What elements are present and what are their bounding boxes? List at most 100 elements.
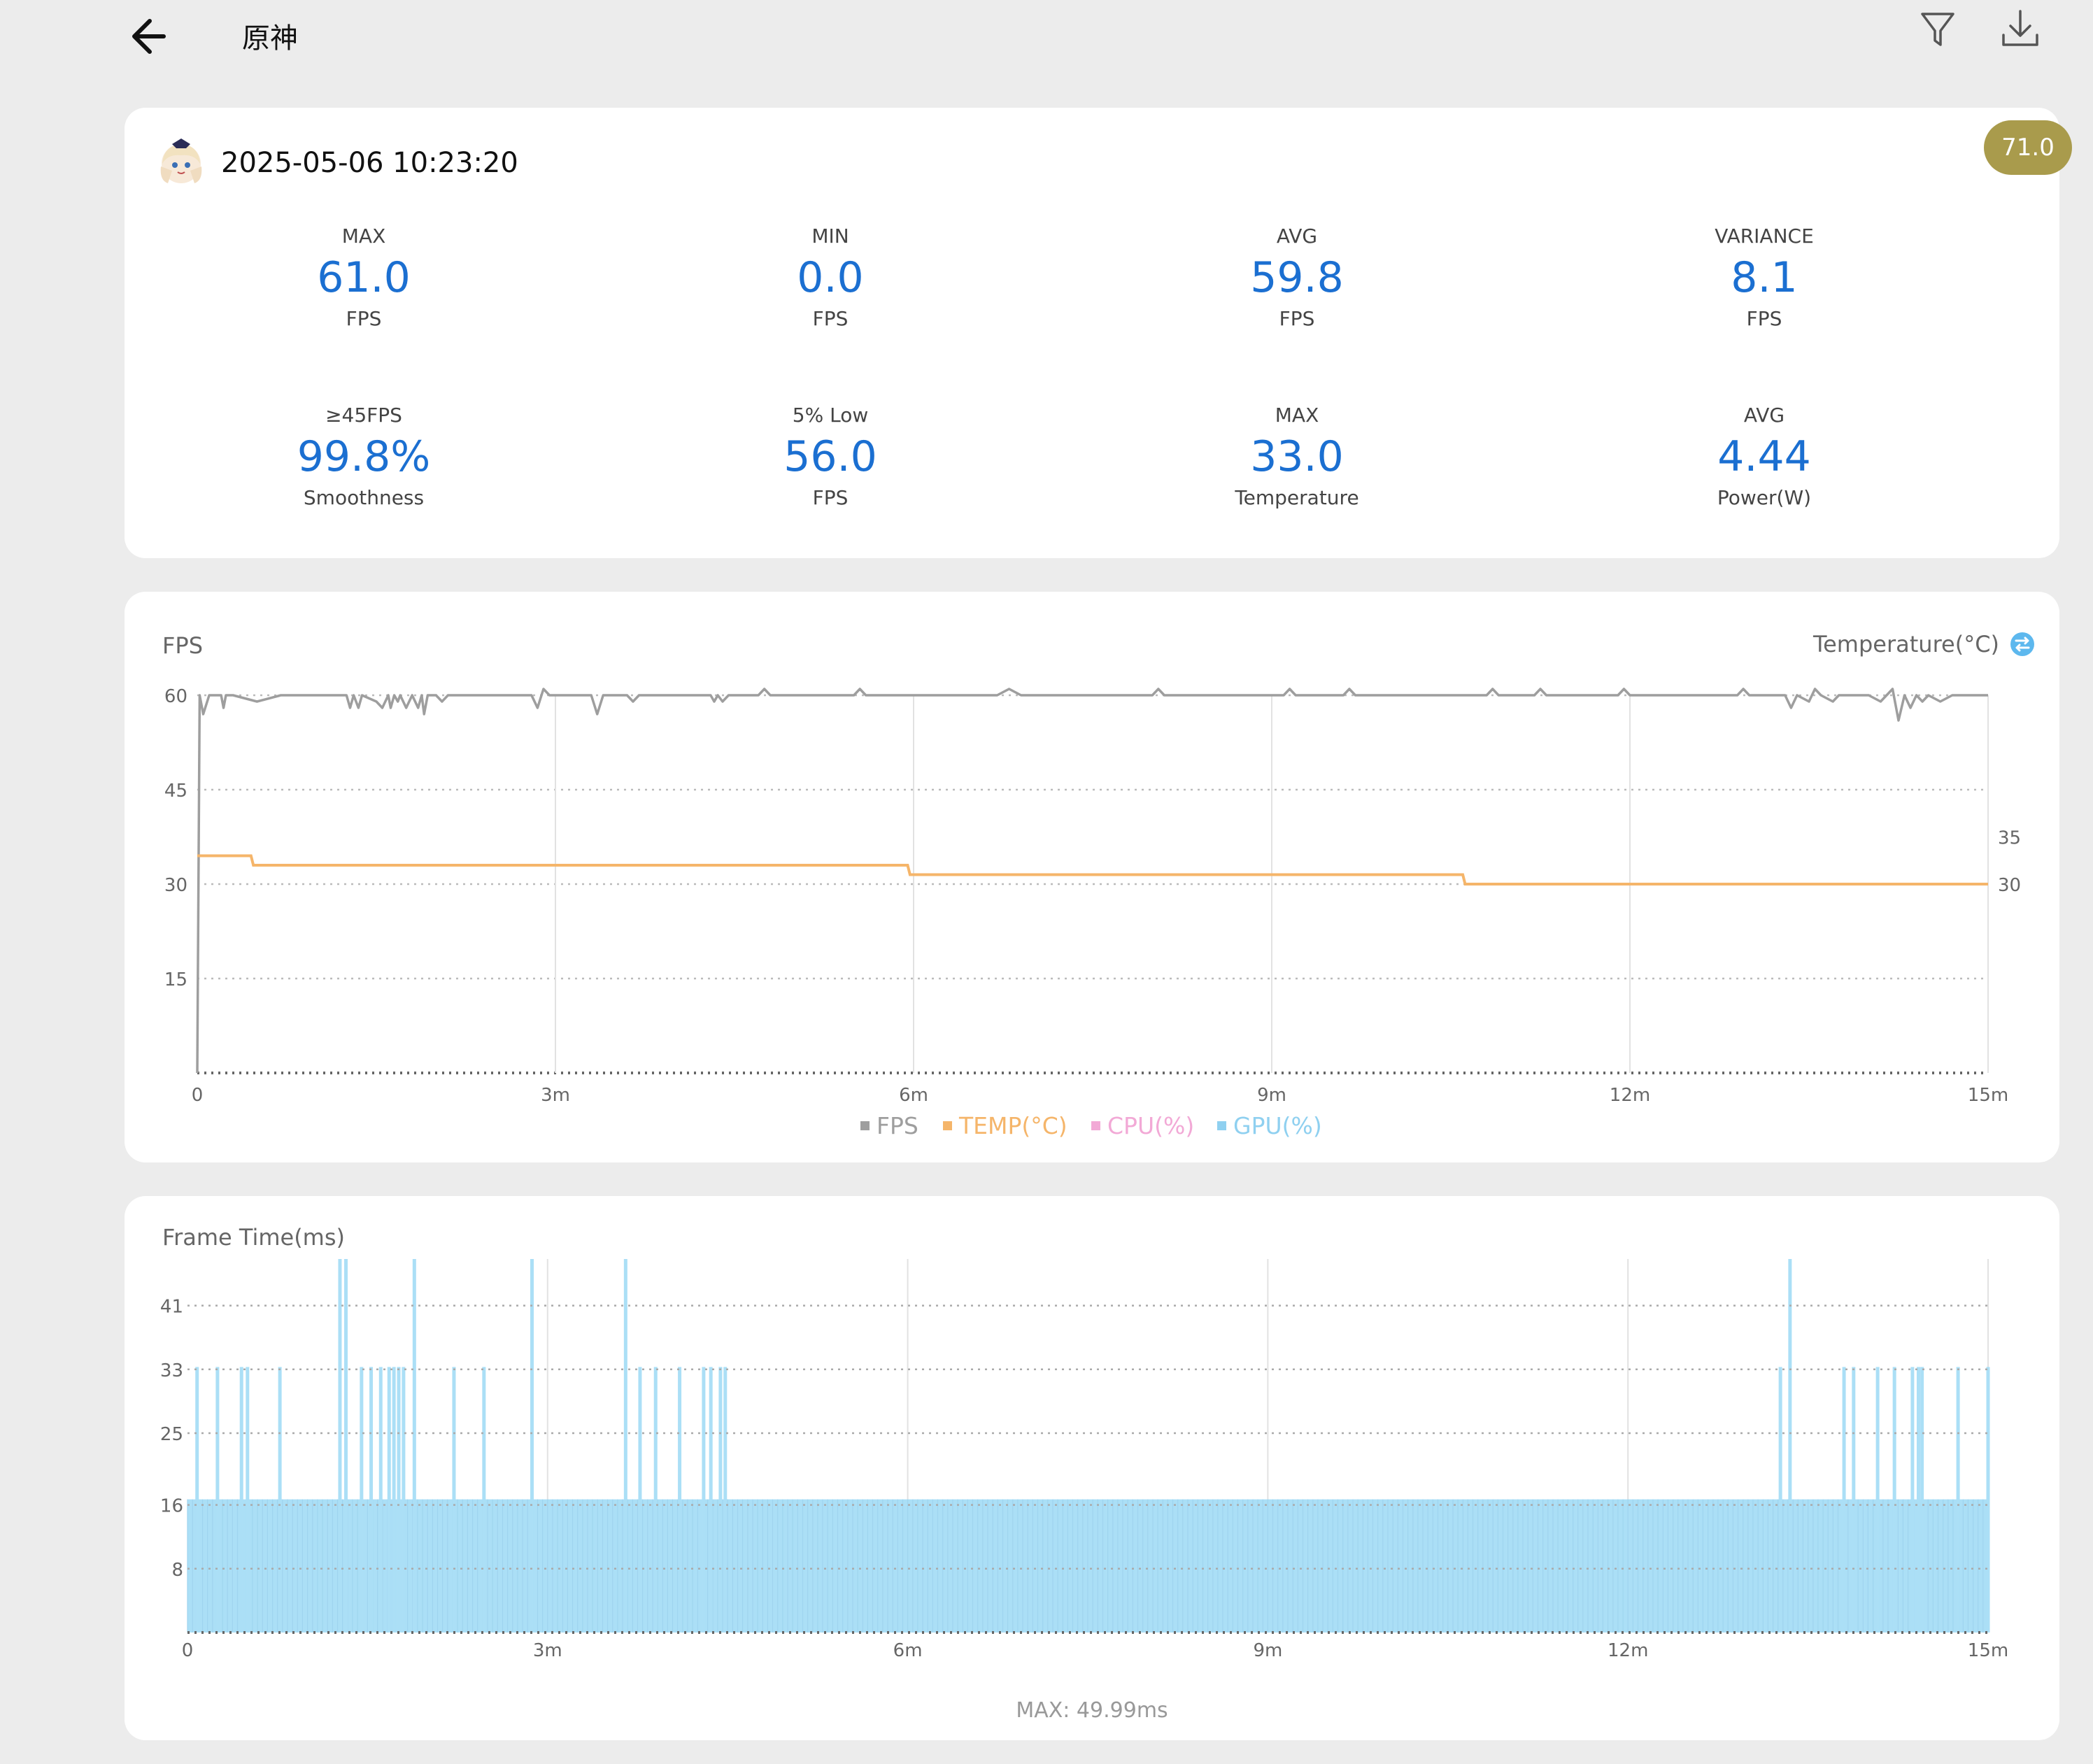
stat-unit: Temperature — [1235, 486, 1359, 509]
filter-button[interactable] — [1917, 8, 1959, 50]
frame-time-spike — [530, 1259, 534, 1633]
x-tick-label: 3m — [541, 1085, 570, 1106]
summary-card: 2025-05-06 10:23:20 MAX 61.0 FPS MIN 0.0… — [125, 108, 2059, 558]
legend-swatch — [943, 1121, 952, 1130]
frame-time-spike — [452, 1367, 456, 1633]
stat-avg-fps: AVG 59.8 FPS — [1122, 224, 1472, 332]
stat-value: 99.8% — [297, 432, 431, 481]
fps-chart-card: FPS Temperature(°C) 15 30 45 60 0 3m 6m 9m 12m 15… — [125, 592, 2059, 1162]
frame-time-title: Frame Time(ms) — [162, 1224, 345, 1251]
stat-smoothness: ≥45FPS 99.8% Smoothness — [189, 403, 539, 511]
temperature-axis-title: Temperature(°C) — [1813, 631, 2000, 657]
frame-time-spike — [1778, 1367, 1782, 1633]
stat-label: MIN — [811, 225, 849, 248]
frame-time-spike — [397, 1367, 401, 1633]
y2-tick-label: 35 — [1998, 828, 2021, 849]
frame-time-spike — [402, 1367, 406, 1633]
frame-time-max-label: MAX: 49.99ms — [1016, 1698, 1168, 1723]
frame-time-spike — [1986, 1367, 1990, 1633]
legend-label: TEMP(°C) — [959, 1112, 1067, 1139]
legend-swatch — [1217, 1121, 1226, 1130]
legend-item-cpu[interactable]: CPU(%) — [1091, 1112, 1194, 1139]
frame-time-spike — [338, 1259, 342, 1633]
stat-label: 5% Low — [792, 404, 869, 427]
x-tick-label: 9m — [1253, 1640, 1282, 1661]
frame-time-card: Frame Time(ms) 03m6m9m12m15m81625334150 … — [125, 1196, 2059, 1740]
download-icon — [2002, 10, 2038, 46]
y-tick-label: 15 — [164, 969, 187, 990]
swap-axis-icon[interactable] — [2009, 631, 2036, 657]
x-tick-label: 3m — [533, 1640, 562, 1661]
stat-avg-power: AVG 4.44 Power(W) — [1589, 403, 1939, 511]
session-timestamp: 2025-05-06 10:23:20 — [221, 147, 518, 179]
stat-label: MAX — [1275, 404, 1319, 427]
x-tick-label: 9m — [1257, 1085, 1286, 1106]
y-tick-label: 16 — [160, 1496, 183, 1517]
y-tick-label: 8 — [171, 1560, 183, 1581]
legend-swatch — [1091, 1121, 1100, 1130]
frame-time-spike — [239, 1367, 243, 1633]
stat-value: 59.8 — [1250, 253, 1344, 302]
frame-time-spike — [678, 1367, 682, 1633]
x-tick-label: 15m — [1968, 1085, 2008, 1106]
stat-unit: Smoothness — [303, 486, 425, 509]
legend-item-temp[interactable]: TEMP(°C) — [943, 1112, 1067, 1139]
frame-time-spike — [1910, 1367, 1915, 1633]
stat-max-fps: MAX 61.0 FPS — [189, 224, 539, 332]
frame-time-chart: 03m6m9m12m15m81625334150 — [160, 1259, 2008, 1661]
frame-time-spike — [718, 1367, 723, 1633]
frame-time-spike — [709, 1367, 713, 1633]
x-tick-label: 15m — [1968, 1640, 2008, 1661]
legend-label: GPU(%) — [1233, 1112, 1322, 1139]
y-tick-label: 60 — [164, 686, 187, 707]
frame-time-spike — [702, 1367, 706, 1633]
frame-time-spike — [378, 1367, 383, 1633]
legend-item-gpu[interactable]: GPU(%) — [1217, 1112, 1322, 1139]
frame-time-spike — [1875, 1367, 1880, 1633]
y2-tick-label: 30 — [1998, 875, 2021, 896]
y-tick-label: 45 — [164, 781, 187, 802]
y-tick-label: 30 — [164, 875, 187, 896]
download-button[interactable] — [1998, 7, 2043, 52]
back-button[interactable] — [125, 10, 178, 63]
stat-label: MAX — [341, 225, 386, 248]
legend-label: FPS — [877, 1112, 918, 1139]
stat-max-temperature: MAX 33.0 Temperature — [1122, 403, 1472, 511]
score-badge[interactable]: 71.0 — [1984, 120, 2072, 175]
frame-time-spike — [1852, 1367, 1856, 1633]
y-tick-label: 33 — [160, 1360, 183, 1381]
frame-time-spike — [195, 1367, 199, 1633]
frame-time-spike — [1920, 1367, 1924, 1633]
frame-time-spike — [1788, 1259, 1792, 1633]
page-title: 原神 — [242, 22, 298, 55]
stat-value: 0.0 — [797, 253, 864, 302]
stat-variance: VARIANCE 8.1 FPS — [1589, 224, 1939, 332]
x-tick-label: 0 — [192, 1085, 204, 1106]
stat-value: 61.0 — [317, 253, 411, 302]
stat-unit: Power(W) — [1717, 486, 1812, 509]
stat-unit: FPS — [346, 307, 382, 330]
frame-time-spike — [387, 1367, 391, 1633]
frame-time-spike — [1892, 1367, 1896, 1633]
frame-time-spike — [1956, 1367, 1960, 1633]
stat-value: 33.0 — [1250, 432, 1344, 481]
frame-time-spike — [278, 1367, 282, 1633]
x-tick-label: 12m — [1610, 1085, 1650, 1106]
legend-item-fps[interactable]: FPS — [860, 1112, 918, 1139]
stat-label: VARIANCE — [1715, 225, 1814, 248]
x-tick-label: 12m — [1608, 1640, 1648, 1661]
stat-unit: FPS — [812, 486, 849, 509]
frame-time-spike — [344, 1259, 348, 1633]
fps-series-line — [196, 688, 1988, 1074]
legend-label: CPU(%) — [1107, 1112, 1195, 1139]
filter-icon — [1921, 13, 1954, 46]
frame-time-spike — [412, 1259, 416, 1633]
temperature-axis-label: Temperature(°C) — [1813, 631, 2036, 657]
stat-unit: FPS — [1279, 307, 1315, 330]
y-tick-label: 25 — [160, 1424, 183, 1445]
x-tick-label: 6m — [899, 1085, 928, 1106]
frame-time-spike — [246, 1367, 250, 1633]
frame-time-spike — [638, 1367, 642, 1633]
stat-unit: FPS — [812, 307, 849, 330]
frame-time-spike — [215, 1367, 220, 1633]
